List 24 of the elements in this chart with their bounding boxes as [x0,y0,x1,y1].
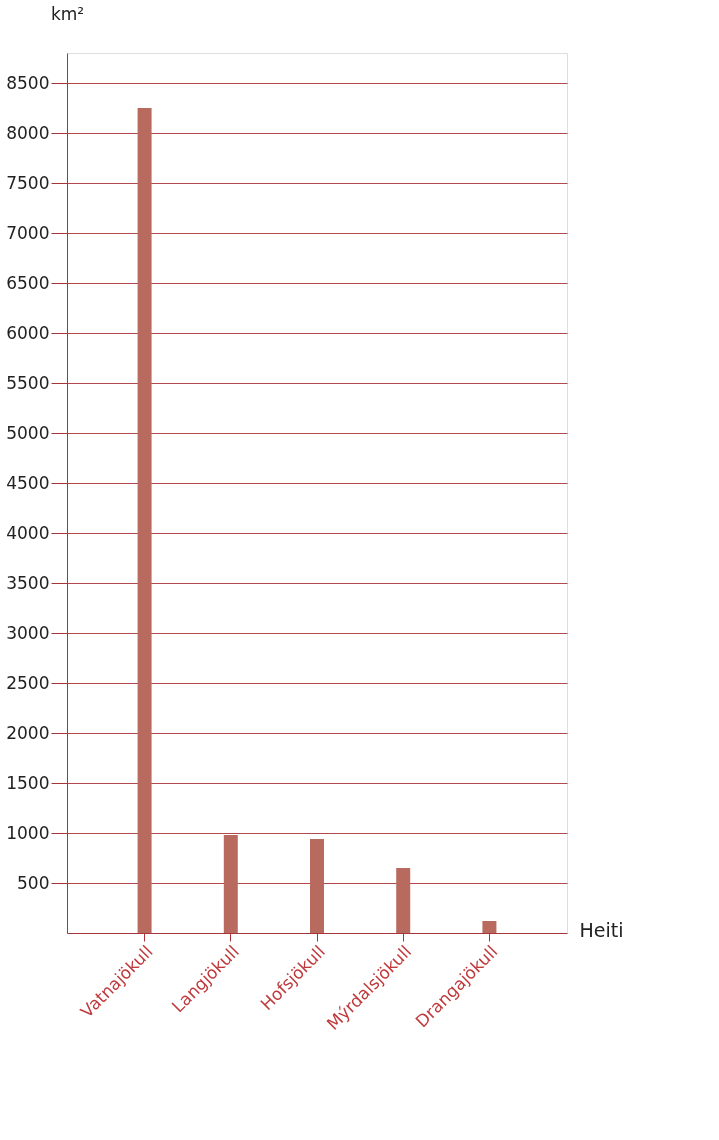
bar [137,108,152,933]
y-tick-label: 2500 [6,672,50,693]
y-tick-label: 6500 [6,272,50,293]
y-tick-label: 3500 [6,572,50,593]
y-axis-title: km² [50,3,85,24]
y-tick-label: 7000 [6,222,50,243]
y-tick-label: 5500 [6,372,50,393]
bar [223,835,238,933]
y-tick-label: 8000 [6,122,50,143]
y-tick-label: 5000 [6,422,50,443]
y-tick-label: 8500 [6,72,50,93]
y-tick-label: 6000 [6,322,50,343]
bar [396,868,411,933]
y-tick-label: 1500 [6,772,50,793]
y-tick-label: 3000 [6,622,50,643]
y-tick-label: 4000 [6,522,50,543]
y-tick-label: 7500 [6,172,50,193]
y-tick-label: 500 [17,872,50,893]
y-tick-label: 2000 [6,722,50,743]
y-tick-label: 1000 [6,822,50,843]
bar [310,839,324,933]
bar [482,921,497,933]
y-tick-label: 4500 [6,472,50,493]
x-axis-title: Heiti [579,918,624,941]
